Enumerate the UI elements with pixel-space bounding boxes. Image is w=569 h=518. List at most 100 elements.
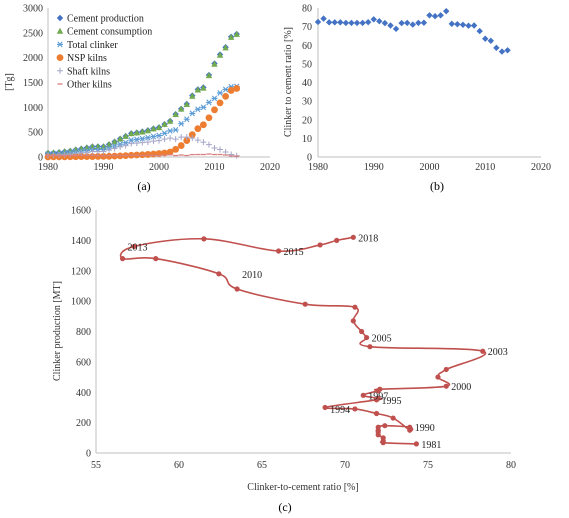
panel-b-point	[415, 19, 422, 27]
panel-a-point-triangle	[178, 105, 185, 112]
panel-c-caption: (c)	[278, 500, 291, 514]
panel-a-point-circle	[194, 125, 202, 133]
panel-a-point-asterisk	[222, 86, 229, 93]
panel-a-point-plus	[222, 149, 229, 156]
legend-label: Total clinker	[67, 40, 118, 51]
panel-c-point	[373, 410, 380, 417]
legend-label: Cement consumption	[67, 27, 152, 38]
panel-c-point	[480, 348, 486, 354]
panel-b-point	[387, 22, 394, 29]
panel-a-point-circle	[177, 142, 185, 149]
panel-a-point-plus	[156, 137, 162, 144]
panel-a-point-asterisk	[133, 136, 140, 143]
panel-c-point	[435, 374, 441, 380]
panel-b-point	[370, 16, 377, 23]
panel-a-point-plus	[133, 140, 140, 147]
panel-a-point-triangle	[194, 86, 202, 93]
panel-a-point-circle	[211, 106, 218, 114]
panel-c-year-label: 2010	[242, 270, 262, 281]
panel-c-year-label: 2015	[284, 247, 304, 258]
panel-c-year-label: 2005	[372, 334, 392, 345]
panel-a-x-tick-label: 1990	[94, 162, 114, 173]
panel-c-y-tick-label: 0	[86, 449, 91, 460]
panel-a-point-triangle	[111, 138, 118, 145]
panel-c-year-label: 2000	[451, 382, 471, 393]
panel-c-point	[276, 248, 282, 254]
panel-a-point-plus	[117, 143, 124, 150]
panel-a-point-circle	[200, 121, 207, 129]
panel-b-point	[482, 35, 489, 42]
panel-a-y-tick-label: 500	[28, 128, 43, 139]
panel-b-y-tick-label: 80	[302, 4, 312, 15]
panel-c-point	[302, 301, 308, 307]
panel-b-y-tick-label: 70	[302, 22, 312, 33]
panel-c-point	[443, 383, 449, 389]
panel-c-series-line	[119, 236, 487, 445]
panel-c-point	[322, 404, 328, 411]
panel-b-point	[342, 19, 350, 27]
panel-a-point-circle	[105, 152, 113, 160]
panel-c-point	[382, 423, 388, 429]
panel-c-year-label: 1997	[368, 391, 388, 402]
panel-a-y-tick-label: 2500	[23, 28, 43, 39]
panel-b-y-tick-label: 30	[302, 97, 312, 108]
panel-c: 0 200 400 600 800 1000 1200 1400 1600 55 60 65 70 75…	[52, 206, 516, 515]
panel-c-x-tick-label: 70	[340, 460, 350, 471]
panel-b-point	[454, 21, 461, 28]
panel-a: 0 500 1000 1500 2000 2500 3000 1980 1990 2000 201…	[4, 4, 280, 194]
panel-c-point	[317, 242, 323, 248]
panel-c-year-label: 1981	[421, 440, 441, 451]
panel-c-x-tick-label: 75	[423, 460, 433, 471]
panel-b-point	[331, 19, 338, 26]
panel-b-point	[448, 20, 455, 28]
panel-a-point-plus	[194, 137, 201, 144]
panel-b-x-tick-label: 1990	[364, 162, 384, 173]
panel-a-point-triangle	[67, 147, 74, 154]
panel-a-point-asterisk	[150, 133, 157, 140]
panel-c-point	[359, 328, 365, 335]
panel-b-y-tick-label: 10	[302, 134, 312, 145]
panel-b-point	[325, 19, 333, 26]
panel-b-x-tick-label: 2020	[531, 162, 551, 173]
panel-c-point	[377, 386, 383, 392]
panel-c-point	[360, 392, 366, 398]
panel-b-point	[320, 15, 327, 22]
panel-b-point	[392, 25, 400, 33]
panel-a-point-circle	[205, 114, 213, 122]
panel-c-year-label: 2003	[488, 347, 508, 358]
panel-a-point-circle	[111, 152, 118, 160]
panel-c-point	[380, 435, 386, 441]
panel-b-y-tick-label: 20	[302, 115, 312, 126]
panel-b-point	[409, 21, 416, 28]
panel-a-point-triangle	[205, 72, 213, 79]
panel-c-point	[216, 271, 222, 277]
panel-b: 0 10 20 30 40 50 60 70 80 1980 1990 2000 2010 2020 C…	[283, 4, 551, 194]
panel-a-point-asterisk	[139, 135, 146, 142]
panel-c-y-tick-label: 1200	[71, 266, 91, 277]
panel-a-point-asterisk	[194, 106, 201, 113]
panel-a-point-plus	[61, 151, 68, 158]
panel-b-x-tick-label: 2010	[475, 162, 495, 173]
panel-a-point-triangle	[72, 146, 79, 153]
panel-b-point	[437, 12, 444, 19]
panel-a-point-triangle	[155, 124, 163, 131]
panel-a-point-plus	[178, 134, 185, 141]
panel-a-point-asterisk	[189, 110, 196, 117]
panel-c-point	[350, 318, 356, 324]
panel-a-point-plus	[228, 151, 235, 158]
panel-a-point-triangle	[189, 92, 196, 99]
panel-a-point-triangle	[144, 127, 152, 134]
panel-c-point	[407, 427, 413, 433]
legend-label: Other kilns	[67, 80, 112, 91]
panel-a-point-asterisk	[167, 128, 174, 134]
panel-c-point	[363, 334, 370, 341]
legend-marker-plus	[57, 67, 63, 74]
panel-a-point-triangle	[200, 84, 207, 91]
legend-label: Cement production	[67, 14, 144, 25]
panel-b-point	[376, 18, 383, 25]
panel-a-point-circle	[183, 137, 191, 145]
panel-a-point-triangle	[139, 128, 146, 135]
panel-a-point-plus	[122, 142, 129, 149]
panel-b-point	[487, 37, 495, 44]
